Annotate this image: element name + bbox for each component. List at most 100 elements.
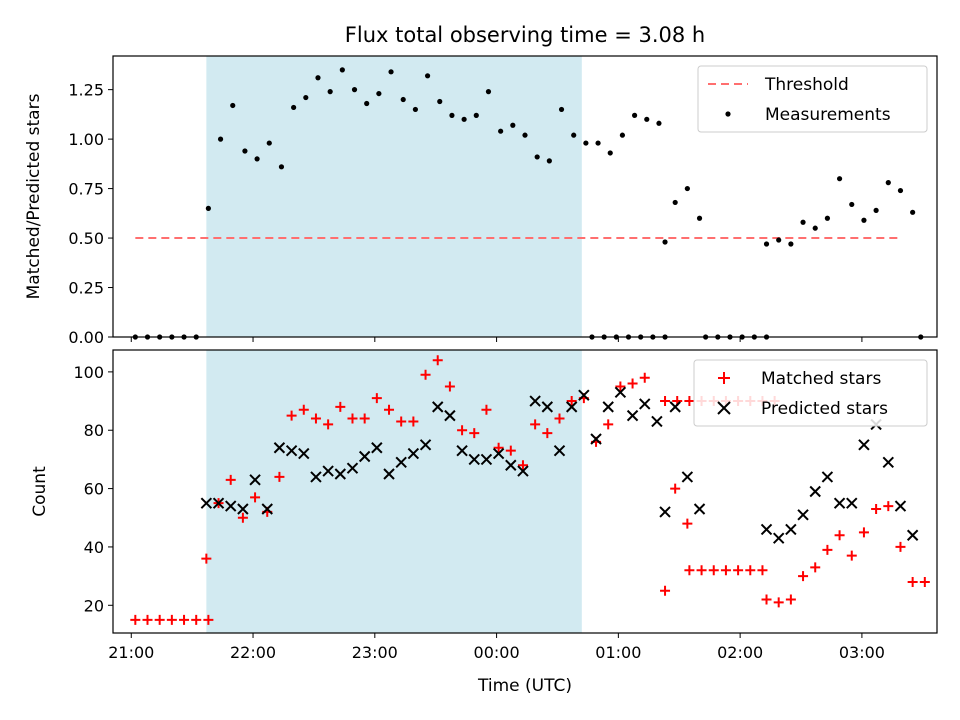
matched-point: [895, 541, 906, 552]
matched-point: [660, 396, 671, 407]
predicted-point: [334, 468, 347, 480]
predicted-point: [468, 453, 480, 466]
predicted-point: [651, 415, 663, 428]
predicted-point: [432, 401, 444, 413]
matched-point: [757, 565, 768, 576]
matched-point: [493, 442, 504, 453]
x-axis-label: Time (UTC): [477, 676, 572, 696]
measurement-point: [303, 94, 309, 101]
predicted-point: [310, 471, 322, 483]
y-tick-label: 20: [84, 596, 104, 615]
predicted-point: [322, 465, 334, 477]
shaded-interval: [206, 350, 582, 633]
matched-point: [323, 419, 334, 430]
predicted-point: [760, 523, 773, 536]
measurement-point: [656, 120, 662, 126]
measurement-point: [534, 154, 540, 160]
legend-matched-swatch: [718, 372, 730, 384]
legend: Matched stars Predicted stars: [693, 359, 928, 427]
matched-point: [469, 428, 480, 439]
measurement-point: [278, 164, 285, 170]
measurement-point: [558, 106, 565, 113]
series-measurements: [132, 67, 924, 340]
measurement-point: [885, 180, 891, 186]
measurement-point: [910, 209, 916, 215]
legend: Threshold Measurements: [697, 65, 928, 133]
matched-point: [225, 474, 236, 485]
matched-point: [745, 565, 756, 576]
matched-point: [179, 614, 190, 625]
predicted-point: [480, 453, 493, 466]
matched-point: [142, 614, 153, 625]
matched-point: [286, 410, 297, 421]
matched-point: [530, 419, 541, 430]
measurement-point: [364, 100, 370, 107]
measurement-point: [315, 75, 321, 81]
matched-point: [166, 614, 177, 625]
legend-box: [697, 65, 928, 133]
measurement-point: [339, 67, 345, 73]
measurement-point: [266, 140, 272, 146]
predicted-point: [681, 471, 694, 483]
measurement-point: [644, 116, 650, 122]
measurement-point: [631, 112, 638, 118]
predicted-point: [858, 439, 870, 451]
axes-frame: [112, 349, 938, 634]
measurement-point: [812, 225, 818, 231]
predicted-point: [693, 503, 706, 515]
measurement-point: [412, 106, 419, 113]
predicted-point: [261, 503, 273, 515]
matched-point: [858, 527, 869, 538]
matched-point: [603, 419, 614, 430]
axes-frame: [112, 55, 938, 338]
matched-point: [274, 471, 285, 482]
measurement-point: [662, 239, 668, 245]
measurement-point: [684, 185, 690, 192]
measurement-point: [461, 116, 467, 122]
predicted-point: [419, 439, 432, 451]
matched-point: [810, 562, 821, 573]
measurement-point: [696, 215, 703, 221]
matched-point: [670, 483, 681, 494]
measurement-point: [498, 128, 504, 134]
predicted-point: [285, 444, 298, 457]
measurement-point: [485, 89, 492, 95]
measurement-point: [619, 132, 626, 138]
matched-point: [720, 565, 731, 576]
matched-point: [154, 614, 165, 625]
y-tick-label: 0.75: [68, 180, 104, 199]
predicted-point: [639, 398, 651, 410]
predicted-point: [659, 506, 671, 518]
predicted-point: [237, 503, 249, 515]
panel-2: 20 40 60 80 100 21:00 22:00 23:00 00:00 01:00 02:0…: [30, 349, 938, 696]
measurement-point: [327, 89, 333, 95]
measurement-point: [607, 150, 613, 156]
matched-point: [822, 544, 833, 555]
predicted-point: [249, 474, 261, 486]
measurement-point: [873, 207, 879, 213]
matched-point: [907, 576, 918, 587]
predicted-point: [395, 456, 407, 469]
matched-point: [310, 413, 321, 424]
shaded-interval: [206, 56, 582, 337]
predicted-point: [358, 450, 371, 463]
measurement-point: [291, 104, 297, 111]
legend-label: Measurements: [765, 105, 891, 125]
matched-point: [201, 553, 212, 564]
measurement-point: [595, 140, 601, 146]
matched-point: [384, 404, 395, 415]
y-tick-label: 0.50: [68, 229, 104, 248]
predicted-point: [298, 447, 310, 460]
matched-point: [660, 585, 671, 596]
measurement-point: [522, 132, 528, 138]
predicted-point: [669, 401, 681, 413]
matched-point: [733, 565, 744, 576]
legend-predicted-swatch: [717, 401, 731, 415]
measurement-point: [242, 148, 248, 154]
measurement-point: [230, 102, 236, 109]
matched-point: [335, 401, 346, 412]
predicted-point: [565, 401, 578, 413]
measurement-point: [546, 158, 552, 164]
y-tick-label: 80: [84, 421, 104, 440]
matched-point: [408, 416, 419, 427]
